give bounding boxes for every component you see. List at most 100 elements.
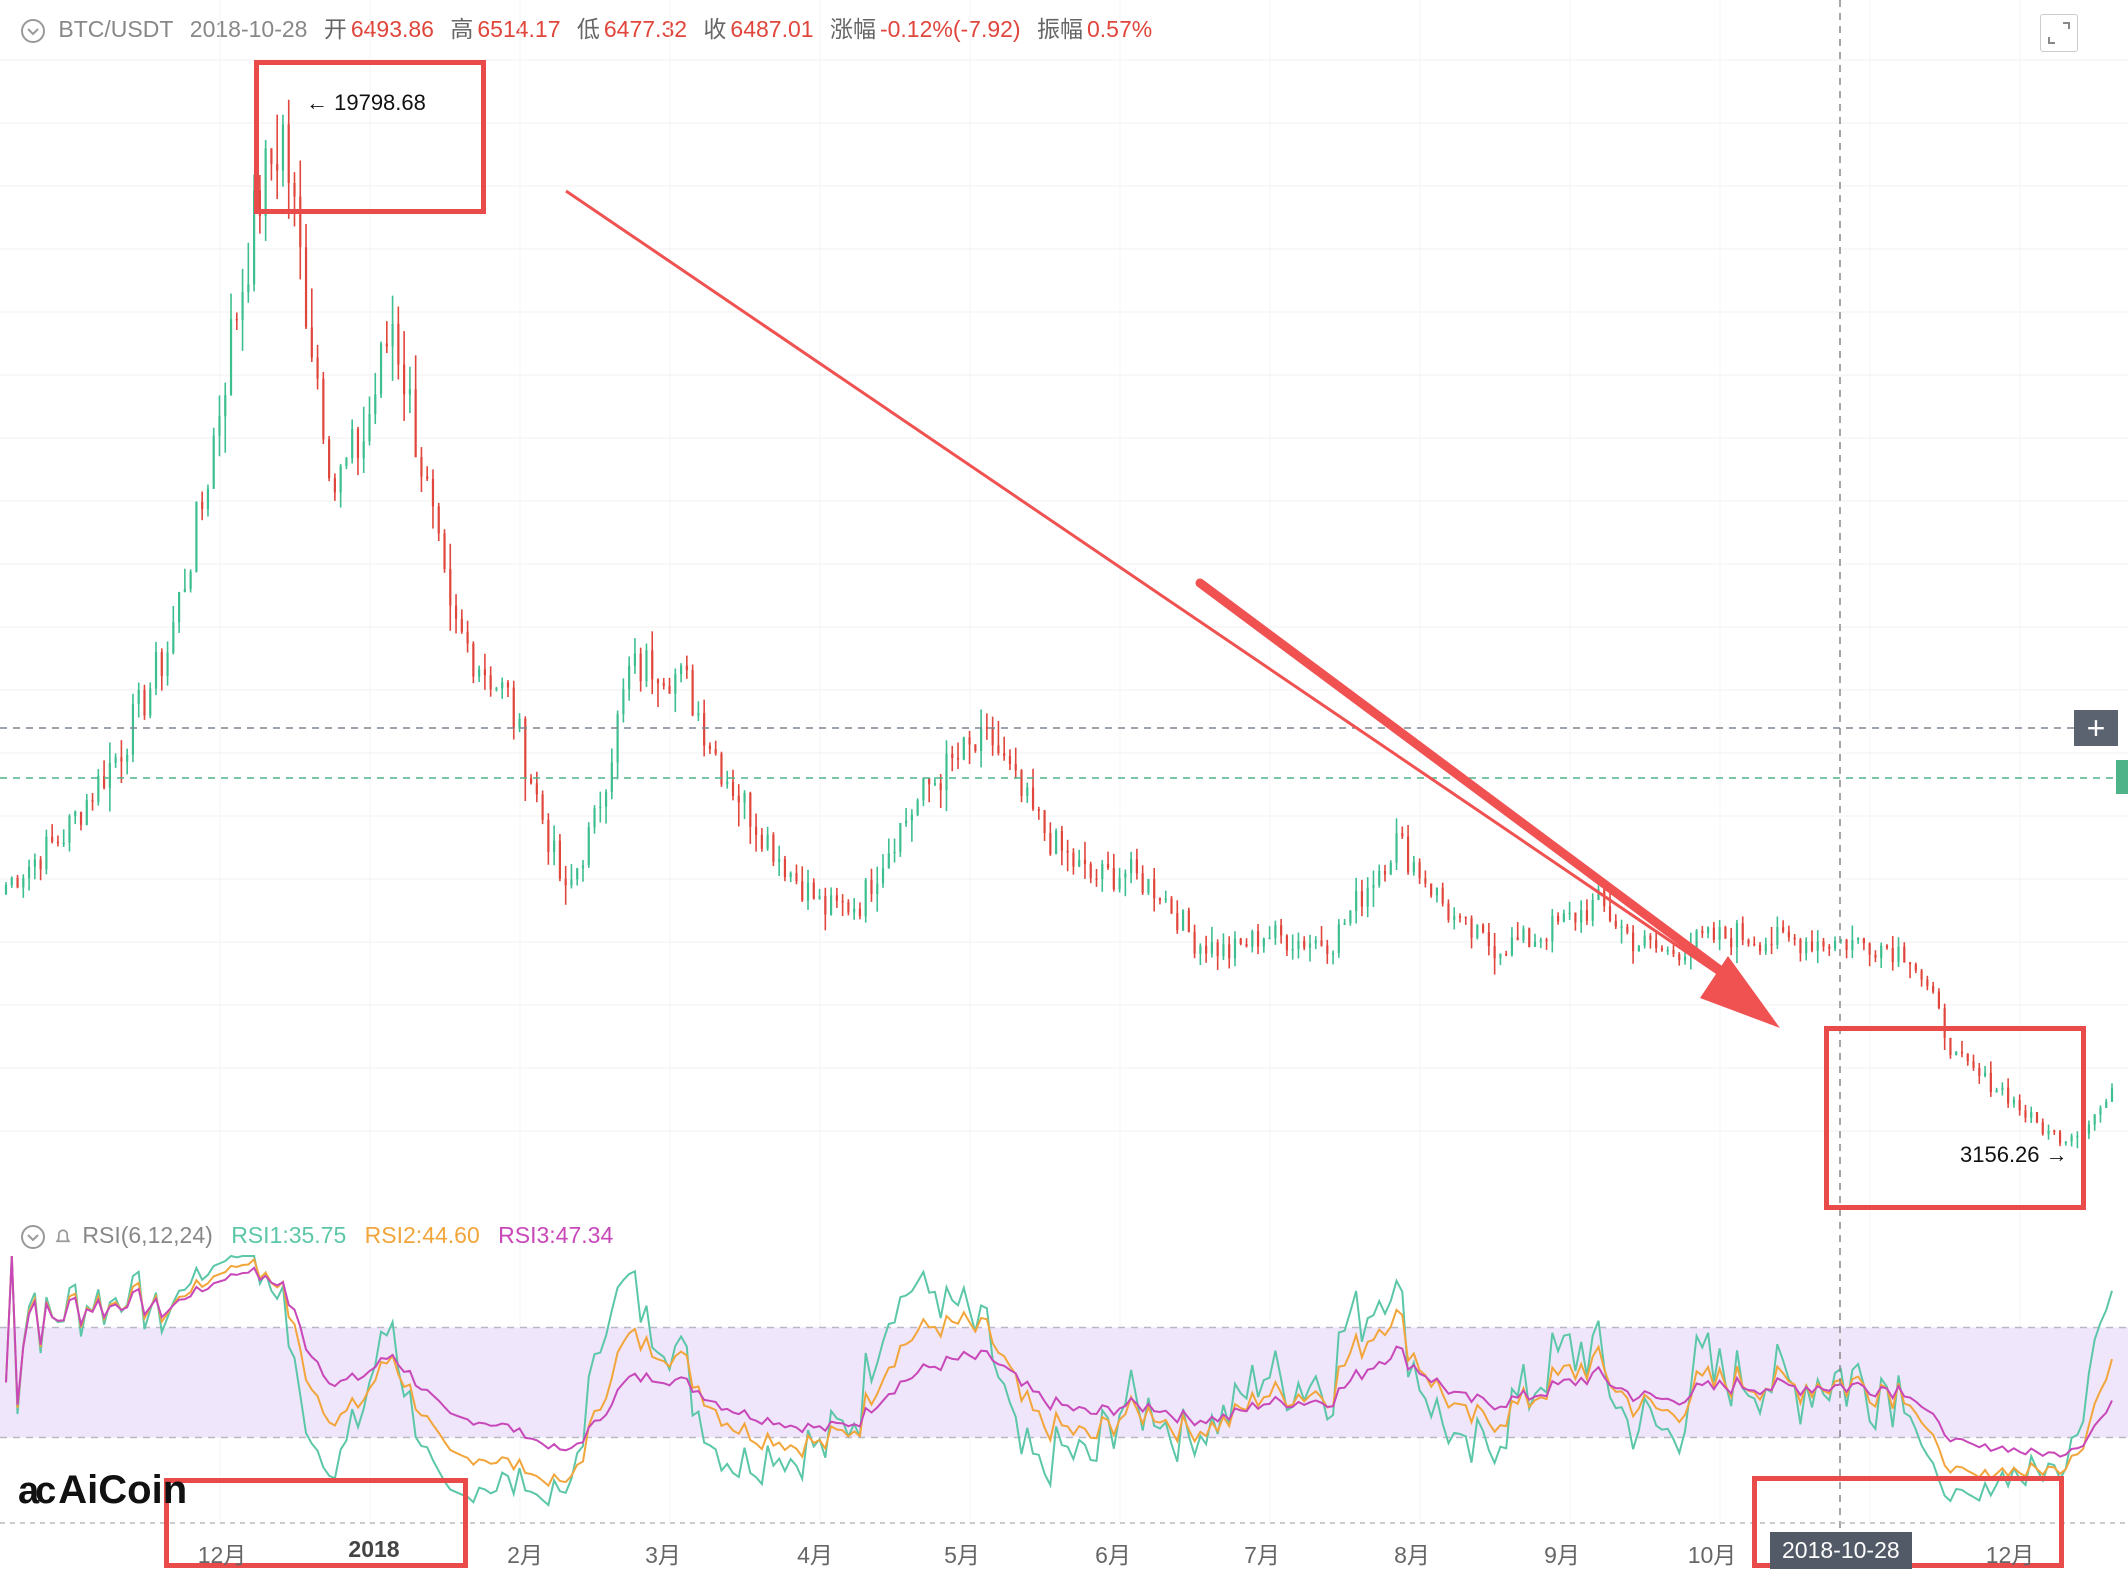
candle-body (1643, 935, 1646, 946)
candle-body (189, 571, 192, 589)
candle-body (1291, 949, 1294, 951)
candle-body (2093, 1114, 2096, 1125)
candle-body (1701, 930, 1704, 934)
candle-body (1406, 836, 1410, 873)
pair-name: BTC/USDT (58, 16, 174, 42)
candle-body (1493, 946, 1496, 959)
candle-body (731, 781, 735, 796)
candle-body (1885, 945, 1889, 948)
candle-body (1026, 787, 1029, 796)
candle-body (1637, 945, 1640, 952)
candle-body (737, 795, 740, 803)
candle-body (1822, 941, 1825, 947)
alert-bell-icon[interactable] (52, 1224, 74, 1250)
candle-body (426, 476, 429, 479)
candle-body (166, 652, 169, 676)
candle-body (351, 429, 354, 459)
candle-body (633, 653, 637, 666)
candle-body (1730, 938, 1733, 948)
candle-body (1395, 833, 1398, 863)
candle-body (177, 592, 181, 623)
trend-arrow (565, 189, 1780, 1028)
candle-body (1574, 912, 1577, 923)
candle-body (126, 754, 129, 762)
fullscreen-button[interactable] (2040, 14, 2078, 52)
candle-body (910, 814, 913, 821)
candle-body (247, 284, 250, 293)
candle-body (581, 865, 585, 869)
candle-body (1078, 859, 1081, 867)
amplitude-label: 振幅 (1036, 16, 1083, 42)
crosshair-date-label: 2018-10-28 (1770, 1532, 1912, 1569)
candle-body (264, 148, 267, 217)
candle-body (397, 323, 400, 365)
x-tick-label: 4月 (797, 1542, 833, 1568)
candle-body (1960, 1051, 1964, 1054)
candle-body (529, 778, 533, 784)
candle-body (720, 753, 723, 785)
candle-body (328, 439, 331, 479)
candle-body (1308, 943, 1312, 948)
candle-body (1978, 1067, 1981, 1076)
candle-body (91, 800, 94, 802)
candle-body (356, 429, 360, 459)
candle-body (714, 749, 717, 754)
candle-body (991, 728, 994, 746)
candle-body (1753, 943, 1756, 946)
rsi2-value: RSI2:44.60 (364, 1222, 480, 1248)
candle-body (766, 834, 769, 849)
candle-body (2018, 1099, 2021, 1111)
candle-body (1453, 916, 1456, 920)
rsi-lines (5, 1254, 2113, 1507)
candle-body (1303, 941, 1306, 948)
candle-body (1020, 770, 1023, 796)
candle-body (553, 840, 556, 853)
collapse-rsi-icon[interactable] (20, 1224, 46, 1250)
candle-body (1320, 940, 1323, 946)
high-value: 6514.17 (477, 16, 561, 42)
bar-date: 2018-10-28 (189, 16, 308, 42)
candle-body (858, 908, 862, 917)
candle-body (564, 878, 567, 886)
candle-body (1418, 862, 1421, 879)
candle-body (74, 811, 77, 817)
candle-body (206, 488, 210, 509)
candle-body (1799, 939, 1802, 954)
candle-body (1003, 753, 1006, 756)
candle-body (229, 318, 233, 396)
candle-body (495, 688, 498, 690)
candle-body (403, 364, 406, 395)
candle-body (610, 762, 613, 792)
collapse-toggle-icon[interactable] (20, 18, 46, 44)
candle-body (1326, 945, 1329, 954)
rsi1-line (5, 1254, 2113, 1507)
axis-start-highlight-box (164, 1478, 468, 1568)
candle-body (841, 900, 844, 903)
candle-body (587, 827, 590, 866)
add-price-line-button[interactable]: + (2074, 710, 2118, 746)
candle-body (339, 466, 342, 493)
candle-body (1562, 913, 1565, 922)
candle-body (2070, 1136, 2073, 1142)
trend-arrow-thin (565, 189, 1736, 987)
candle-body (1008, 755, 1012, 764)
candle-body (1447, 903, 1450, 920)
candle-body (1505, 953, 1508, 956)
candle-body (2030, 1112, 2033, 1118)
candle-body (437, 506, 440, 534)
low-highlight-box (1824, 1026, 2086, 1210)
candle-body (1874, 954, 1877, 958)
candle-body (1164, 898, 1167, 901)
candle-body (131, 704, 135, 755)
candle-body (270, 148, 273, 165)
candle-body (703, 713, 706, 746)
close-label: 收 (703, 16, 727, 42)
candle-body (743, 792, 746, 803)
candle-body (1441, 887, 1444, 904)
candle-body (1632, 932, 1635, 952)
candle-body (656, 679, 660, 684)
candle-body (1130, 859, 1133, 874)
candle-body (1983, 1072, 1987, 1076)
candle-body (1712, 927, 1715, 940)
